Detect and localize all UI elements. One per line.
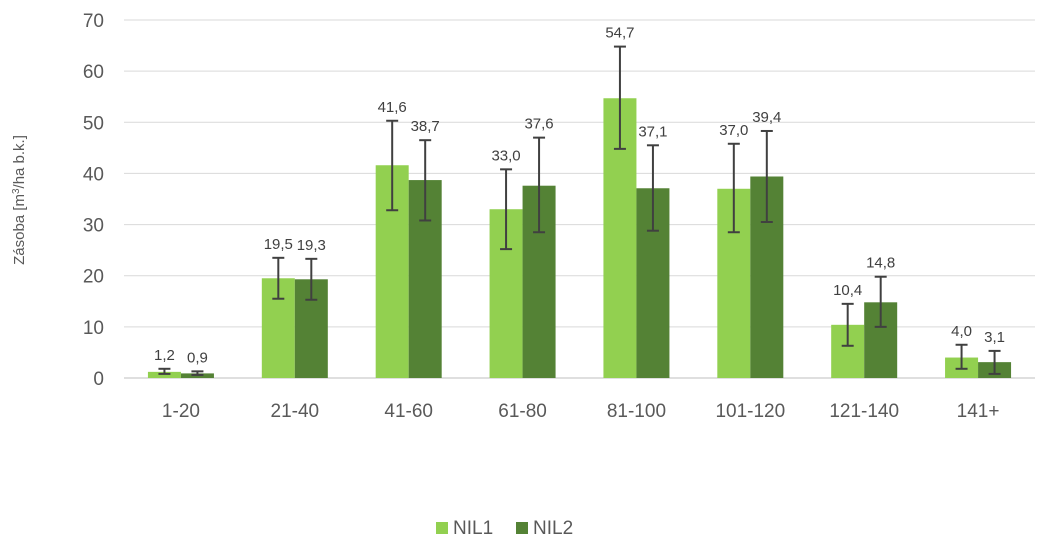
gridlines xyxy=(124,19,1035,379)
legend-swatch xyxy=(516,522,528,534)
y-axis-title-suffix: /ha b.k.] xyxy=(11,135,28,188)
data-label: 19,5 xyxy=(264,236,293,253)
data-label: 54,7 xyxy=(605,25,634,42)
data-label: 39,4 xyxy=(752,109,781,126)
data-label: 37,6 xyxy=(524,116,553,133)
data-labels: 1,2 0,9 19,5 19,3 41,638,7 33,037,6 54,7 37,1 37… xyxy=(154,25,1005,367)
x-category-label: 1-20 xyxy=(162,401,200,422)
error-bars xyxy=(158,45,1001,376)
y-tick-label: 50 xyxy=(83,113,104,134)
legend-label: NIL2 xyxy=(533,518,573,539)
y-axis-ticks: 0 10 20 30 40 50 60 70 xyxy=(83,11,104,390)
y-tick-label: 0 xyxy=(93,369,104,390)
y-tick-label: 20 xyxy=(83,267,104,288)
y-axis-title: Zásoba [m3/ha b.k.] xyxy=(11,135,29,265)
data-label: 14,8 xyxy=(866,255,895,272)
legend: NIL1 NIL2 xyxy=(436,518,573,539)
y-axis-title-sup: 3 xyxy=(11,188,22,194)
y-tick-label: 70 xyxy=(83,11,104,32)
legend-label: NIL1 xyxy=(453,518,493,539)
bars xyxy=(147,98,1012,379)
y-tick-label: 30 xyxy=(83,216,104,237)
data-label: 38,7 xyxy=(411,118,440,135)
data-label: 41,6 xyxy=(378,99,407,116)
data-label: 37,0 xyxy=(719,122,748,139)
y-tick-label: 10 xyxy=(83,318,104,339)
x-category-label: 61-80 xyxy=(498,401,547,422)
legend-swatch xyxy=(436,522,448,534)
data-label: 0,9 xyxy=(187,349,208,366)
data-label: 10,4 xyxy=(833,282,862,299)
x-category-label: 101-120 xyxy=(715,401,785,422)
data-label: 37,1 xyxy=(638,123,667,140)
data-label: 33,0 xyxy=(491,147,520,164)
y-axis-title-prefix: Zásoba [m xyxy=(11,194,28,265)
y-tick-label: 40 xyxy=(83,164,104,185)
data-label: 1,2 xyxy=(154,347,175,364)
x-category-label: 141+ xyxy=(957,401,1000,422)
bar xyxy=(147,371,181,378)
x-axis-categories: 1-20 21-40 41-60 61-80 81-100 101-120 121-140 1… xyxy=(162,401,1000,422)
x-category-label: 81-100 xyxy=(607,401,666,422)
x-category-label: 121-140 xyxy=(829,401,899,422)
y-tick-label: 60 xyxy=(83,62,104,83)
x-category-label: 21-40 xyxy=(271,401,320,422)
x-category-label: 41-60 xyxy=(384,401,433,422)
data-label: 3,1 xyxy=(984,329,1005,346)
data-label: 19,3 xyxy=(297,237,326,254)
data-label: 4,0 xyxy=(951,323,972,340)
